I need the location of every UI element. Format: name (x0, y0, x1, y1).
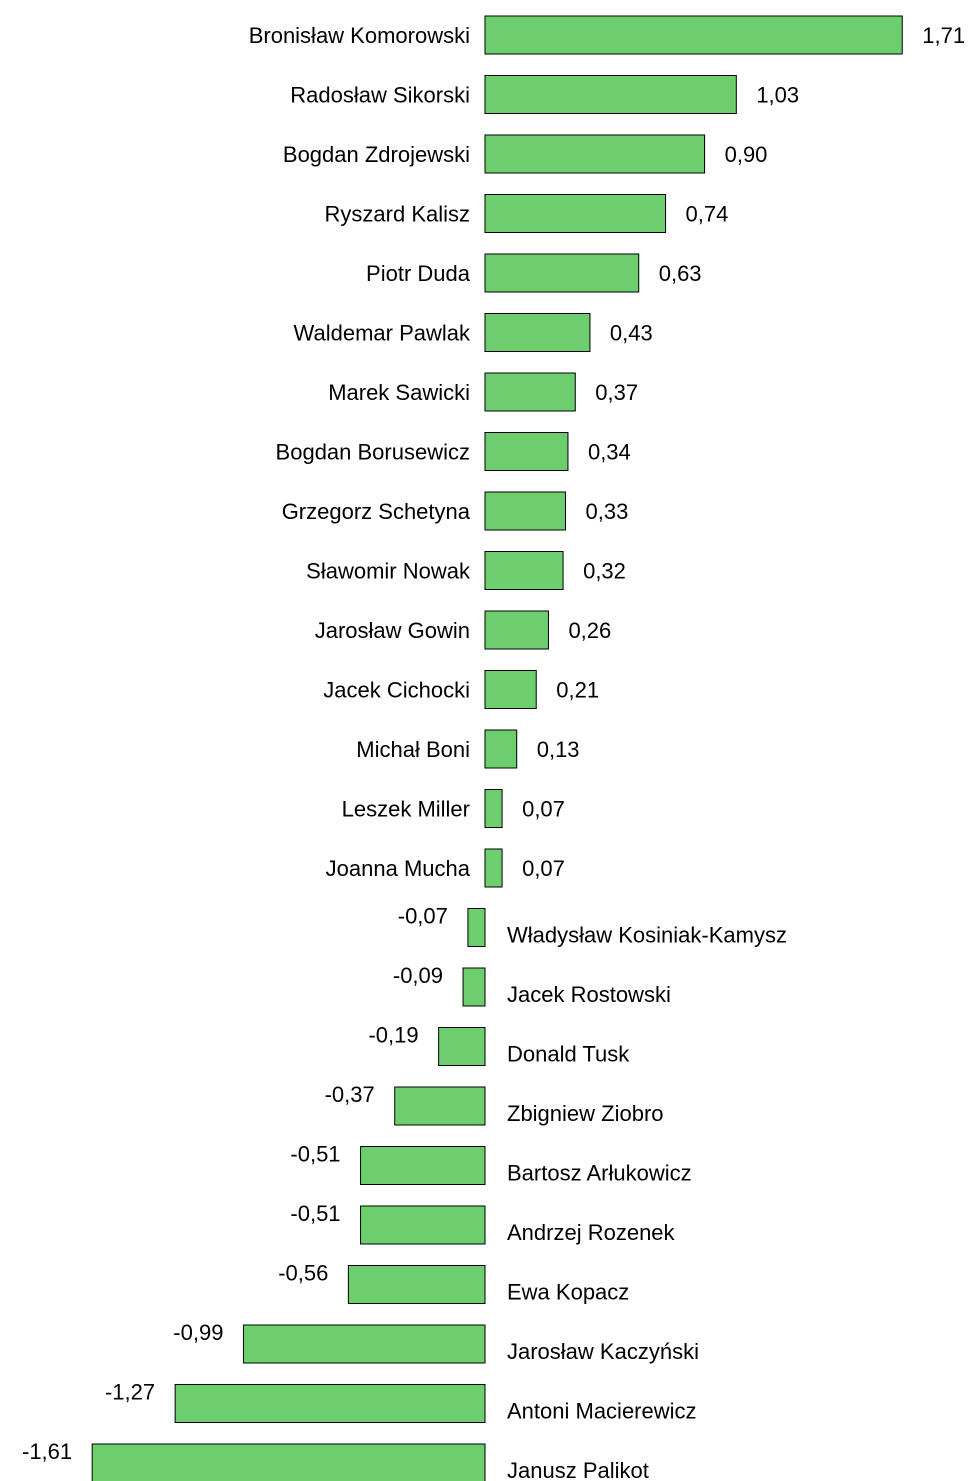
bar (242, 1324, 486, 1364)
value-label: 0,26 (568, 618, 611, 643)
category-label: Waldemar Pawlak (294, 321, 471, 346)
bar (174, 1384, 486, 1423)
value-label: -1,61 (22, 1439, 72, 1464)
bar (484, 610, 549, 650)
bar (484, 253, 640, 293)
bar (438, 1027, 486, 1066)
category-label: Bogdan Zdrojewski (283, 142, 470, 167)
bar (462, 967, 486, 1007)
category-label: Bartosz Arłukowicz (507, 1161, 692, 1186)
bar (484, 372, 576, 412)
value-label: 0,13 (537, 737, 580, 762)
category-label: Grzegorz Schetyna (282, 499, 471, 524)
value-label: 0,21 (556, 678, 599, 703)
category-label: Jacek Rostowski (507, 982, 671, 1007)
value-label: 0,34 (588, 440, 631, 465)
category-label: Leszek Miller (342, 797, 470, 822)
value-label: -0,51 (290, 1142, 340, 1167)
category-label: Bronisław Komorowski (249, 23, 470, 48)
category-label: Ryszard Kalisz (325, 202, 470, 227)
category-label: Jarosław Kaczyński (507, 1339, 699, 1364)
value-label: -0,56 (278, 1261, 328, 1286)
bar (484, 491, 567, 531)
value-label: -0,99 (173, 1320, 223, 1345)
category-label: Antoni Macierewicz (507, 1399, 697, 1424)
bar (394, 1086, 486, 1126)
category-label: Bogdan Borusewicz (276, 440, 470, 465)
category-label: Radosław Sikorski (290, 83, 470, 108)
category-label: Joanna Mucha (326, 856, 471, 881)
labels-layer: Bronisław Komorowski 1,71 Radosław Sikorsk… (22, 23, 965, 1481)
bar (360, 1146, 486, 1185)
value-label: 0,32 (583, 559, 626, 584)
bar (91, 1443, 486, 1481)
value-label: 0,07 (522, 797, 565, 822)
bars-layer (91, 15, 903, 1481)
value-label: 0,90 (725, 142, 768, 167)
value-label: 1,03 (756, 83, 799, 108)
category-label: Jarosław Gowin (315, 618, 470, 643)
value-label: -0,37 (325, 1082, 375, 1107)
category-label: Piotr Duda (366, 261, 471, 286)
value-label: -1,27 (105, 1380, 155, 1405)
category-label: Ewa Kopacz (507, 1280, 629, 1305)
category-label: Janusz Palikot (507, 1458, 649, 1481)
bar (484, 848, 503, 888)
category-label: Sławomir Nowak (306, 559, 471, 584)
value-label: 1,71 (922, 23, 965, 48)
value-label: -0,07 (398, 904, 448, 929)
bar (484, 313, 591, 352)
bar (484, 75, 737, 114)
value-label: 0,63 (659, 261, 702, 286)
value-label: 0,74 (686, 202, 729, 227)
bar (484, 670, 537, 709)
value-label: 0,37 (595, 380, 638, 405)
bar (467, 908, 486, 947)
bar (484, 789, 503, 828)
value-label: -0,19 (368, 1023, 418, 1048)
category-label: Zbigniew Ziobro (507, 1101, 664, 1126)
bar (347, 1265, 486, 1304)
value-label: 0,43 (610, 321, 653, 346)
category-label: Władysław Kosiniak-Kamysz (507, 923, 787, 948)
bar (484, 551, 564, 590)
bar (484, 432, 569, 471)
category-label: Donald Tusk (507, 1042, 630, 1067)
bar (484, 194, 667, 233)
category-label: Michał Boni (356, 737, 470, 762)
value-label: -0,09 (393, 963, 443, 988)
category-label: Andrzej Rozenek (507, 1220, 676, 1245)
value-label: 0,33 (586, 499, 629, 524)
bar (484, 134, 706, 174)
bar (484, 15, 903, 55)
category-label: Jacek Cichocki (323, 678, 470, 703)
bar (360, 1205, 486, 1245)
category-label: Marek Sawicki (328, 380, 470, 405)
value-label: -0,51 (290, 1201, 340, 1226)
value-label: 0,07 (522, 856, 565, 881)
bar (484, 729, 518, 769)
